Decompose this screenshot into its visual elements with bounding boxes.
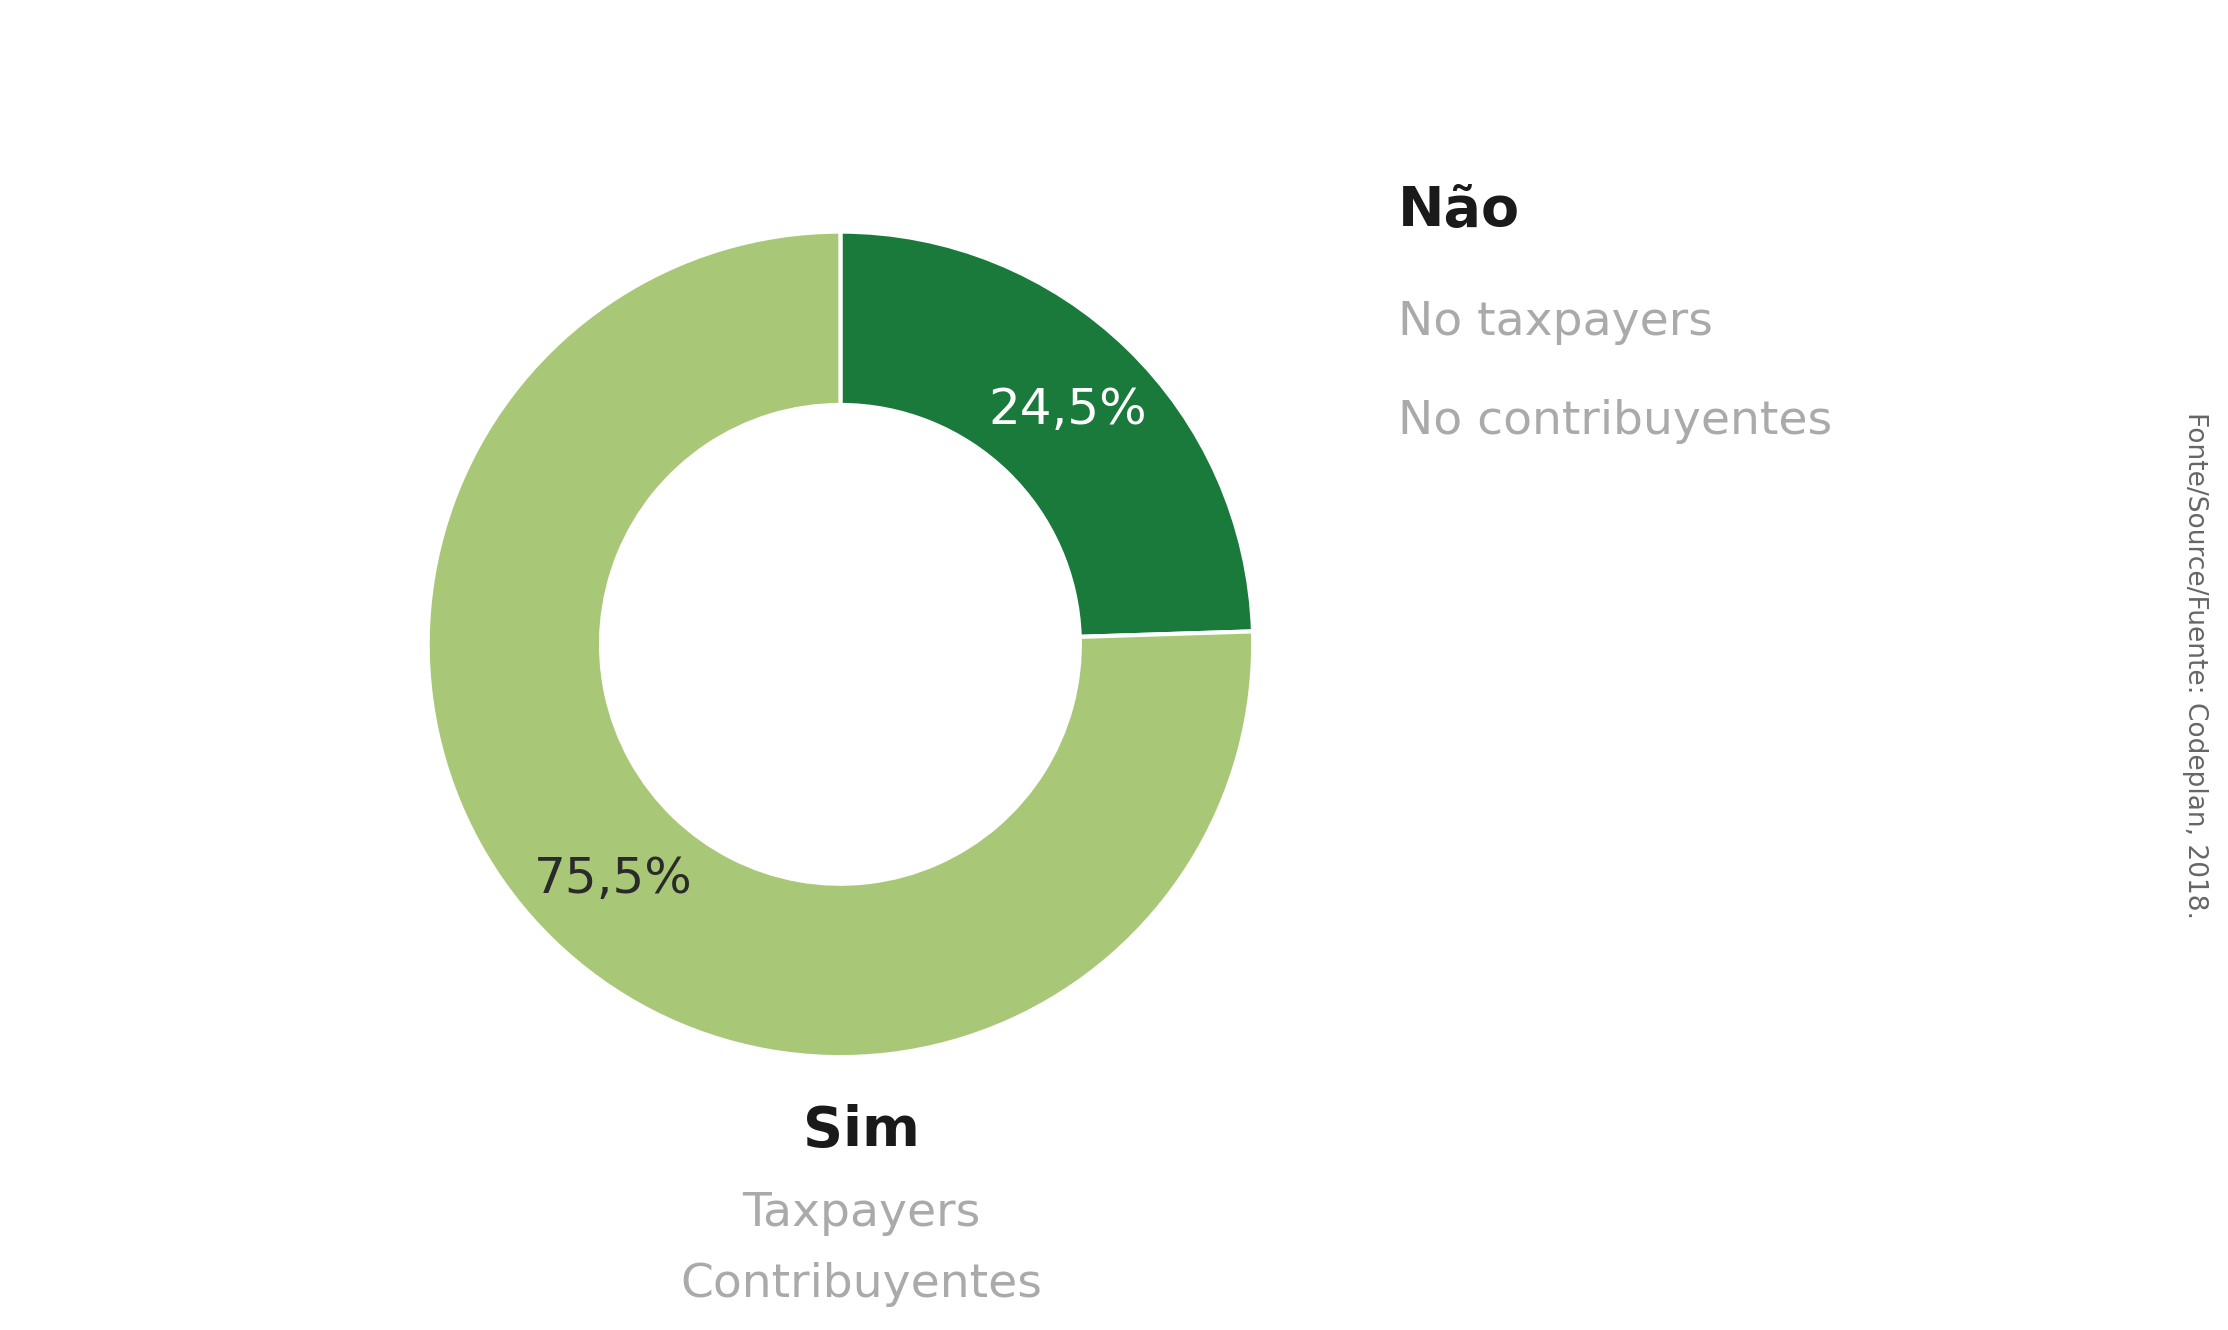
Wedge shape	[428, 231, 1252, 1057]
Text: Fonte/Source/Fuente: Codeplan, 2018.: Fonte/Source/Fuente: Codeplan, 2018.	[2181, 411, 2208, 919]
Text: No taxpayers: No taxpayers	[1397, 299, 1713, 344]
Wedge shape	[840, 231, 1252, 637]
Text: Não: Não	[1397, 184, 1519, 238]
Text: No contribuyentes: No contribuyentes	[1397, 399, 1831, 444]
Text: Contribuyentes: Contribuyentes	[680, 1262, 1043, 1306]
Text: Taxpayers: Taxpayers	[742, 1192, 980, 1237]
Text: Sim: Sim	[802, 1104, 920, 1158]
Text: 24,5%: 24,5%	[987, 386, 1147, 434]
Text: 75,5%: 75,5%	[535, 855, 693, 903]
